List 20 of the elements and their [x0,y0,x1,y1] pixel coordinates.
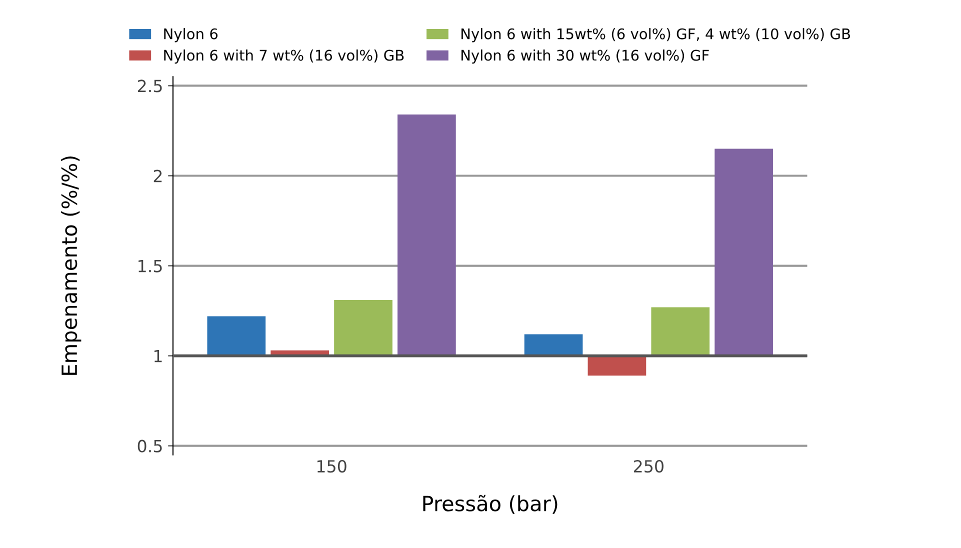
x-tick-label: 150 [317,460,346,473]
bar [334,300,392,356]
bar [651,307,710,356]
x-tick-label: 250 [634,460,664,473]
x-axis-title: Pressão (bar) [423,494,558,514]
legend-label: Nylon 6 with 15wt% (6 vol%) GF, 4 wt% (10 vol%) GB [462,28,850,42]
y-tick-label: 2.5 [138,80,162,92]
legend-label: Nylon 6 with 30 wt% (16 vol%) GF [462,49,709,64]
y-tick-label: 1 [154,350,162,362]
y-tick-label: 0.5 [138,440,162,452]
y-tick-label: 1.5 [138,260,162,272]
bar [524,334,583,356]
legend-label: Nylon 6 [164,28,218,42]
bar [714,148,773,356]
y-axis-title: Empenamento (%/%) [61,156,82,375]
y-tick-label: 2 [154,170,162,182]
bar [588,356,646,376]
bar [398,114,456,356]
legend-label: Nylon 6 with 7 wt% (16 vol%) GB [164,49,404,64]
bar [207,316,266,356]
